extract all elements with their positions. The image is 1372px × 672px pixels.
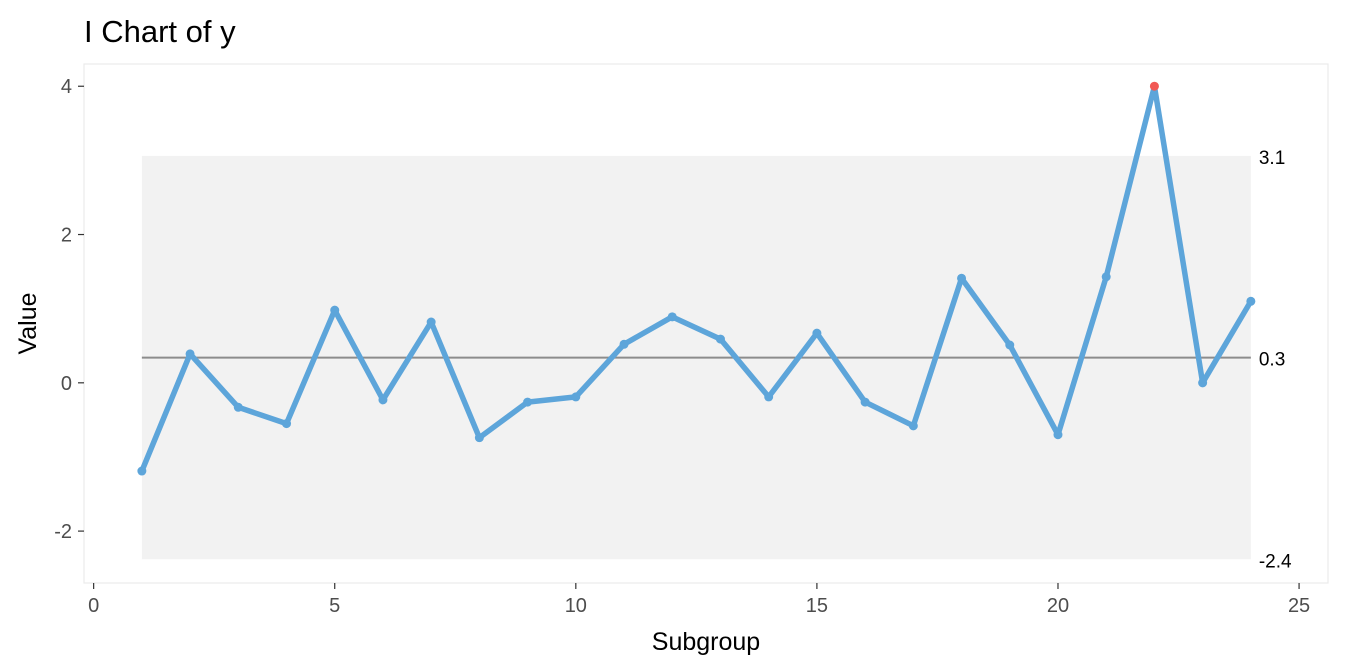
panel-border: [83, 63, 1329, 584]
data-point: [523, 397, 533, 407]
x-tick-label: 15: [806, 595, 828, 617]
series-points: [137, 81, 1256, 476]
data-point: [330, 305, 340, 315]
data-point: [137, 466, 147, 476]
data-point: [233, 402, 243, 412]
x-tick-label: 5: [329, 595, 340, 617]
data-point: [667, 312, 677, 322]
out-of-control-point: [1149, 81, 1159, 91]
x-tick-label: 20: [1047, 595, 1069, 617]
y-tick-label: 2: [61, 225, 72, 247]
x-axis: 0 5 10 15 20 25: [88, 583, 1310, 617]
x-tick-label: 25: [1288, 595, 1310, 617]
data-point: [764, 392, 774, 402]
data-point: [860, 397, 870, 407]
series-line: [139, 83, 1254, 474]
data-point: [715, 334, 725, 344]
data-point: [1005, 340, 1015, 350]
y-axis: -2 0 2 4: [54, 76, 84, 543]
data-point: [185, 349, 195, 359]
x-axis-title: Subgroup: [652, 628, 760, 656]
data-point: [1053, 430, 1063, 440]
data-point: [378, 395, 388, 405]
data-point: [1101, 272, 1111, 282]
lower-limit-label: -2.4: [1259, 551, 1292, 572]
data-point: [474, 433, 484, 443]
upper-limit-label: 3.1: [1259, 148, 1285, 169]
chart-title: I Chart of y: [84, 14, 236, 49]
y-tick-label: -2: [54, 521, 72, 543]
data-point: [1198, 378, 1208, 388]
data-point: [957, 273, 967, 283]
data-point: [619, 339, 629, 349]
data-point: [908, 421, 918, 431]
x-tick-label: 10: [565, 595, 587, 617]
y-tick-label: 0: [61, 373, 72, 395]
data-point: [571, 392, 581, 402]
data-point: [812, 328, 822, 338]
y-axis-title: Value: [14, 292, 42, 354]
plot-panel: [83, 63, 1329, 584]
data-point: [282, 419, 292, 429]
data-point: [426, 317, 436, 327]
center-line-label: 0.3: [1259, 350, 1285, 371]
data-point: [1246, 296, 1256, 306]
x-tick-label: 0: [88, 595, 99, 617]
y-tick-label: 4: [61, 76, 72, 98]
